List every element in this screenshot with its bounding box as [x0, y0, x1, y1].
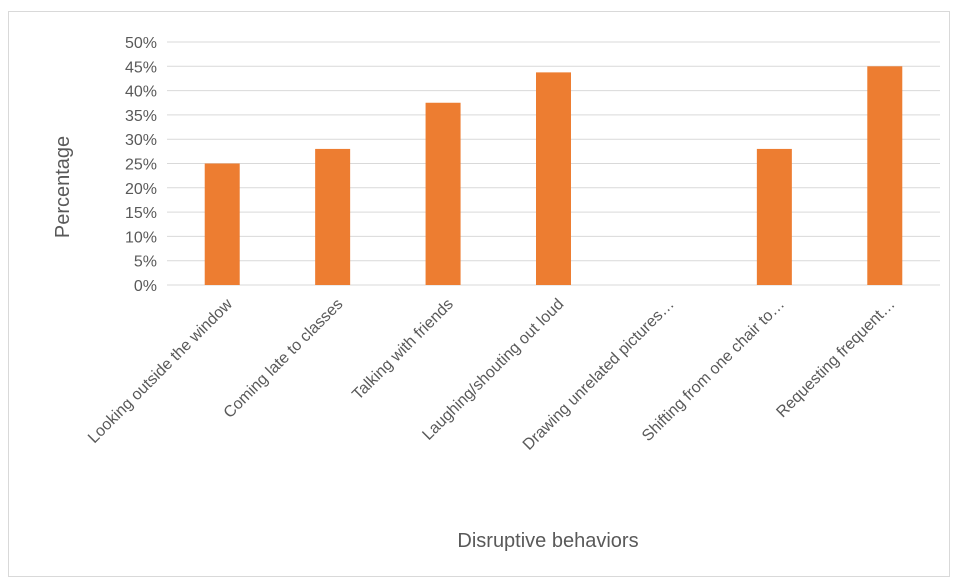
y-tick-label: 15%: [125, 205, 157, 222]
y-tick-label: 0%: [134, 278, 157, 295]
bars: [204, 66, 903, 285]
x-tick-label: Requesting frequent…: [773, 296, 898, 421]
y-tick-label: 40%: [125, 84, 157, 101]
bar: [315, 148, 351, 285]
y-tick-label: 35%: [125, 108, 157, 125]
bar: [536, 72, 571, 285]
x-tick-label: Talking with friends: [349, 296, 457, 404]
bar: [756, 148, 792, 285]
y-tick-label: 10%: [125, 229, 157, 246]
bar: [867, 66, 903, 285]
y-tick-label: 5%: [134, 254, 157, 271]
x-axis-title: Disruptive behaviors: [457, 530, 638, 552]
y-axis-ticks: 0% 5% 10% 15% 20% 25% 30% 35% 40% 45% 50%: [125, 35, 157, 295]
chart-frame: [8, 11, 950, 577]
y-tick-label: 50%: [125, 35, 157, 52]
bar: [425, 102, 461, 285]
x-tick-label: Coming late to classes: [221, 296, 347, 422]
y-axis-title: Percentage: [52, 136, 74, 238]
x-tick-label: Looking outside the window: [85, 295, 236, 446]
y-tick-label: 25%: [125, 157, 157, 174]
y-tick-label: 45%: [125, 59, 157, 76]
y-tick-label: 30%: [125, 132, 157, 149]
y-tick-label: 20%: [125, 181, 157, 198]
bar: [204, 163, 240, 285]
